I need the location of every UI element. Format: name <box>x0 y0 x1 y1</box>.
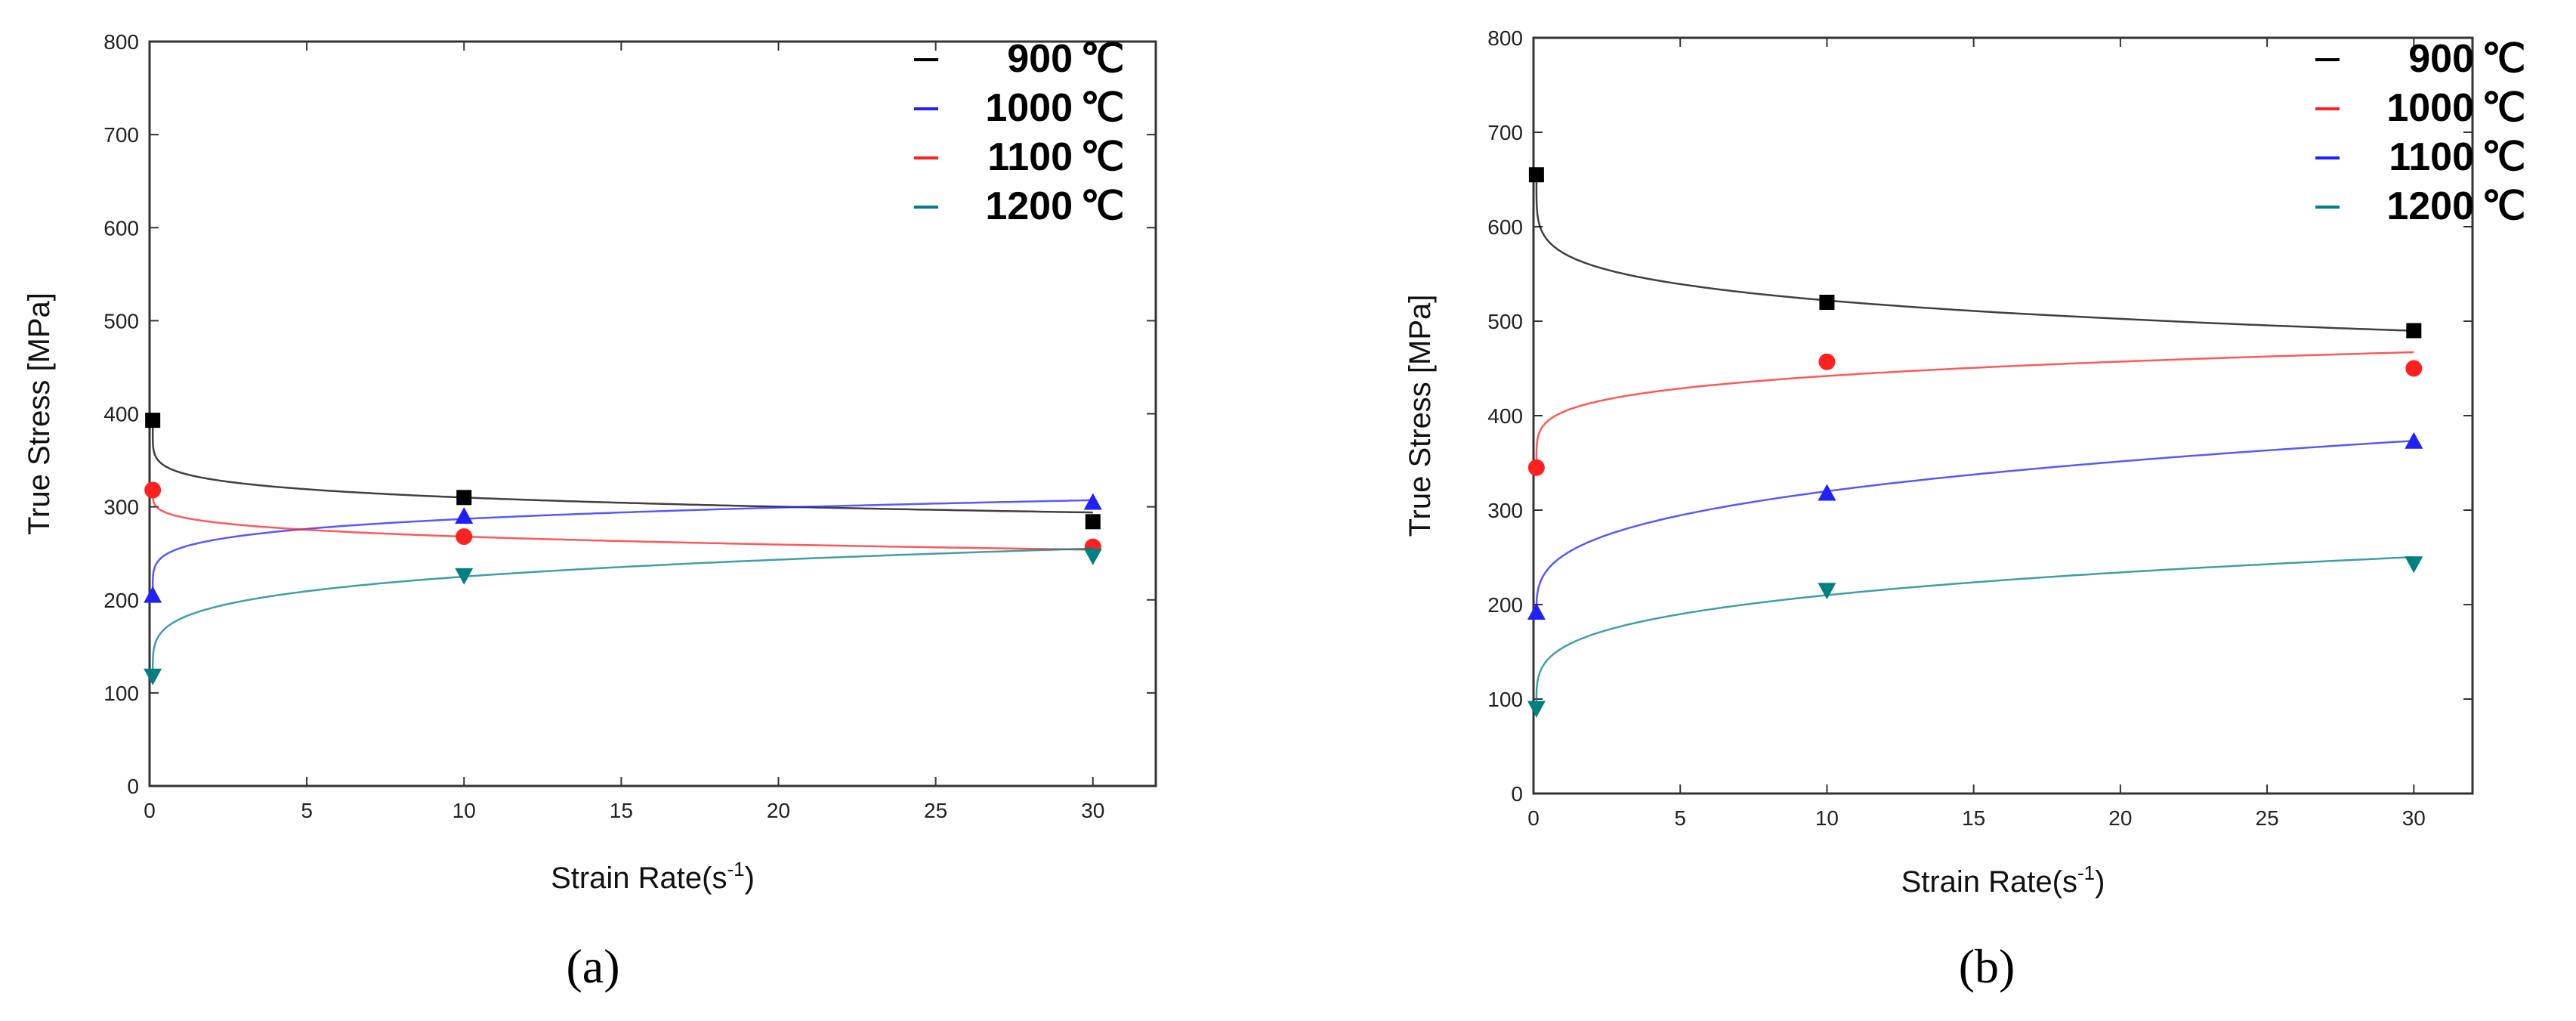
data-point-900-1 <box>1819 295 1835 310</box>
x-axis-label-close: ) <box>2095 865 2105 899</box>
data-point-1100-1 <box>456 528 473 546</box>
fit-curve-1200 <box>151 547 1093 679</box>
data-point-1200-0 <box>144 668 162 685</box>
x-tick-label: 25 <box>924 799 947 822</box>
x-tick-label: 5 <box>301 799 313 822</box>
y-tick-label: 300 <box>103 496 139 519</box>
data-point-900-0 <box>145 413 161 429</box>
x-tick-label: 0 <box>1527 806 1540 830</box>
data-point-1000-0 <box>144 586 162 603</box>
legend-unit-900: ℃ <box>2482 37 2525 81</box>
fit-curve-1000 <box>151 499 1093 596</box>
legend-label-900: 900 <box>1007 37 1073 81</box>
x-tick-label: 20 <box>2108 806 2132 830</box>
legend-unit-900: ℃ <box>1080 37 1124 81</box>
legend-label-1100: 1100 <box>2389 135 2474 179</box>
data-point-1100-0 <box>144 481 162 499</box>
x-tick-label: 15 <box>1962 806 1985 830</box>
legend-unit-1100: ℃ <box>2482 135 2525 179</box>
data-point-1000-1 <box>455 506 474 524</box>
x-axis-label-main: Strain Rate(s <box>1901 865 2077 899</box>
y-axis-label: True Stress [MPa] <box>23 292 56 535</box>
data-point-1100-0 <box>1527 603 1546 620</box>
x-tick-label: 30 <box>1081 799 1104 822</box>
legend-unit-1000: ℃ <box>2482 86 2525 130</box>
data-point-1000-0 <box>1527 459 1545 476</box>
chart-b: 0 100 200 300 400 500 600 700 800 0 5 10 15 20 25 30 Tru… <box>1404 26 2525 993</box>
x-tick-label: 0 <box>144 799 156 822</box>
data-point-900-2 <box>1085 514 1101 530</box>
fit-curve-900 <box>1535 170 2414 333</box>
y-axis-label: True Stress [MPa] <box>1404 295 1437 537</box>
x-axis-label: Strain Rate(s-1) <box>551 858 755 895</box>
data-point-1200-2 <box>1083 548 1102 565</box>
data-point-1000-1 <box>1818 353 1836 370</box>
legend-label-1100: 1100 <box>987 135 1073 179</box>
fit-curve-1100 <box>1535 440 2414 614</box>
legend-unit-1100: ℃ <box>1080 135 1124 179</box>
x-axis-label-sup: -1 <box>727 858 744 880</box>
y-tick-label: 200 <box>103 589 139 612</box>
y-tick-label: 100 <box>103 682 139 705</box>
y-tick-label: 400 <box>103 403 139 426</box>
fit-curve-1200 <box>1535 555 2414 707</box>
y-tick-label: 700 <box>1487 121 1523 144</box>
data-point-1200-2 <box>2405 556 2423 574</box>
y-tick-label: 100 <box>1487 688 1523 711</box>
x-tick-label: 5 <box>1674 806 1686 830</box>
x-tick-label: 20 <box>767 799 790 822</box>
y-tick-label: 400 <box>1487 404 1523 428</box>
x-axis-label-close: ) <box>745 862 755 895</box>
data-point-900-0 <box>1528 167 1544 183</box>
x-axis-label-main: Strain Rate(s <box>551 862 727 895</box>
data-point-1200-0 <box>1527 701 1546 718</box>
x-tick-label: 15 <box>610 799 633 822</box>
legend-label-1200: 1200 <box>2386 184 2474 228</box>
plot-frame <box>1532 36 2474 795</box>
legend-unit-1200: ℃ <box>2482 184 2525 228</box>
y-tick-label: 0 <box>127 775 139 798</box>
legend-label-900: 900 <box>2408 37 2474 81</box>
x-axis-label: Strain Rate(s-1) <box>1901 862 2105 899</box>
legend-label-1000: 1000 <box>985 86 1073 130</box>
legend-label-1000: 1000 <box>2386 86 2474 130</box>
y-tick-label: 0 <box>1511 782 1523 806</box>
y-tick-label: 800 <box>103 30 139 54</box>
chart-caption: (b) <box>1959 939 2015 993</box>
legend-unit-1000: ℃ <box>1080 86 1124 130</box>
data-point-1200-1 <box>1818 583 1836 600</box>
chart-a: 0 100 200 300 400 500 600 700 800 0 5 10 15 20 25 30 Tru… <box>23 30 1157 993</box>
x-tick-label: 25 <box>2256 806 2279 830</box>
x-axis-label-sup: -1 <box>2077 862 2095 884</box>
data-point-1100-2 <box>2405 432 2423 449</box>
legend-unit-1200: ℃ <box>1080 184 1124 228</box>
x-tick-label: 30 <box>2402 806 2426 830</box>
data-point-1100-1 <box>1818 484 1836 501</box>
data-point-900-1 <box>456 490 472 506</box>
data-point-1200-1 <box>455 568 474 585</box>
y-tick-label: 300 <box>1487 499 1523 522</box>
y-tick-label: 500 <box>1487 310 1523 333</box>
data-point-1000-2 <box>1083 493 1102 510</box>
fit-curve-900 <box>151 418 1093 514</box>
y-tick-label: 500 <box>103 309 139 333</box>
fit-curve-1100 <box>151 488 1093 551</box>
y-tick-label: 800 <box>1487 26 1523 50</box>
x-tick-label: 10 <box>1815 806 1839 830</box>
fit-curve-1000 <box>1535 351 2414 468</box>
y-tick-label: 700 <box>103 123 139 147</box>
y-tick-label: 600 <box>1487 215 1523 239</box>
data-point-1000-2 <box>2405 360 2423 377</box>
chart-caption: (a) <box>566 939 619 993</box>
data-point-900-2 <box>2406 323 2422 339</box>
y-tick-label: 200 <box>1487 593 1523 617</box>
x-tick-label: 10 <box>452 799 476 822</box>
legend-label-1200: 1200 <box>985 184 1073 228</box>
y-tick-label: 600 <box>103 216 139 240</box>
